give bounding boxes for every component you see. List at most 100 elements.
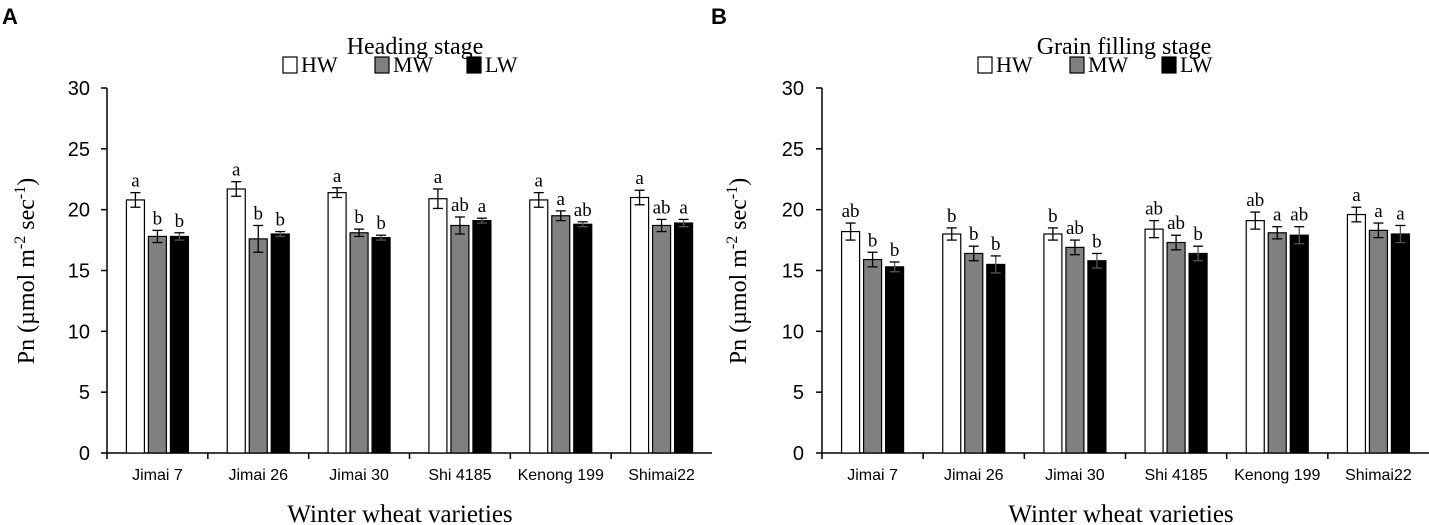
bar-lw bbox=[884, 266, 905, 454]
y-axis-label: Pn (µmol m-2 sec-1) bbox=[724, 178, 752, 364]
significance-label: a bbox=[557, 189, 566, 210]
x-tick-label: Kenong 199 bbox=[1234, 467, 1320, 484]
y-tick-label: 30 bbox=[68, 78, 90, 100]
bar-hw bbox=[1144, 228, 1164, 454]
significance-label: a bbox=[1374, 201, 1383, 222]
bar-lw bbox=[169, 235, 190, 454]
legend-label: LW bbox=[1180, 52, 1213, 77]
significance-label: b bbox=[991, 234, 1001, 255]
legend-label: LW bbox=[485, 52, 518, 77]
x-tick-label: Jimai 7 bbox=[132, 467, 183, 484]
significance-label: ab bbox=[451, 195, 469, 216]
significance-label: a bbox=[1273, 205, 1282, 226]
significance-label: b bbox=[868, 230, 878, 251]
y-label-mid: sec bbox=[14, 199, 40, 236]
significance-label: ab bbox=[1145, 199, 1163, 220]
y-tick-label: 20 bbox=[782, 200, 804, 222]
x-tick-label: Shi 4185 bbox=[1144, 467, 1207, 484]
bar-lw bbox=[1289, 234, 1309, 454]
bar-hw bbox=[942, 233, 962, 454]
x-tick-labels: Jimai 7 Jimai 26 Jimai 30 Shi 4185 Kenong 19… bbox=[132, 467, 695, 484]
chart-title: Grain filling stage bbox=[1037, 34, 1212, 60]
x-tick-labels: Jimai 7 Jimai 26 Jimai 30 Shi 4185 Kenong 19… bbox=[847, 467, 1412, 484]
bar-mw bbox=[862, 258, 883, 454]
panel-letter: A bbox=[2, 4, 18, 29]
y-label-base: Pn (µmol m bbox=[726, 249, 752, 365]
y-label-base: Pn (µmol m bbox=[14, 249, 40, 365]
significance-label: b bbox=[890, 240, 900, 261]
y-tick-label: 10 bbox=[68, 321, 90, 343]
significance-label: a bbox=[131, 171, 140, 192]
significance-label: a bbox=[635, 168, 644, 189]
bar-mw bbox=[551, 215, 571, 454]
panel-letter: B bbox=[711, 4, 727, 29]
significance-label: b bbox=[947, 206, 957, 227]
legend-swatch-hw bbox=[977, 56, 993, 74]
y-label-end: ) bbox=[14, 178, 40, 186]
y-tick-label: 30 bbox=[782, 78, 804, 100]
significance-label: a bbox=[333, 166, 342, 187]
significance-label: a bbox=[434, 167, 443, 188]
bar-hw bbox=[1043, 233, 1063, 454]
x-tick-label: Jimai 30 bbox=[1045, 467, 1105, 484]
bar-lw bbox=[573, 223, 593, 454]
bar-mw bbox=[147, 235, 168, 454]
legend-label: HW bbox=[996, 52, 1033, 77]
significance-label: a bbox=[535, 171, 544, 192]
x-axis-label: Winter wheat varieties bbox=[1008, 501, 1233, 525]
x-tick-label: Jimai 26 bbox=[228, 467, 288, 484]
bar-hw bbox=[327, 192, 347, 454]
bar-hw bbox=[125, 199, 146, 454]
x-tick-label: Jimai 30 bbox=[329, 467, 389, 484]
bar-mw bbox=[964, 252, 984, 454]
bar-lw bbox=[1390, 233, 1411, 454]
legend-swatch-lw bbox=[466, 56, 482, 74]
legend-label: HW bbox=[301, 52, 338, 77]
significance-label: a bbox=[1352, 185, 1361, 206]
y-tick-label: 20 bbox=[68, 200, 90, 222]
significance-label: a bbox=[232, 160, 241, 181]
legend-label: MW bbox=[393, 52, 434, 77]
y-tick-label: 15 bbox=[782, 261, 804, 283]
significance-label: a bbox=[1396, 203, 1405, 224]
y-tick-label: 10 bbox=[782, 321, 804, 343]
axes: 0 5 10 15 20 25 30 bbox=[68, 78, 712, 465]
significance-label: b bbox=[376, 213, 386, 234]
bar-mw bbox=[1065, 246, 1085, 454]
y-tick-label: 25 bbox=[68, 139, 90, 161]
significance-label: ab bbox=[1066, 218, 1084, 239]
y-tick-label: 0 bbox=[79, 443, 90, 465]
y-tick-label: 25 bbox=[782, 139, 804, 161]
x-axis-label: Winter wheat varieties bbox=[287, 501, 512, 525]
chart-title: Heading stage bbox=[347, 34, 484, 60]
x-tick-label: Shimai22 bbox=[1345, 467, 1412, 484]
significance-label: b bbox=[276, 210, 286, 231]
bar-hw bbox=[428, 198, 448, 454]
significance-label: ab bbox=[842, 201, 860, 222]
legend-swatch-mw bbox=[374, 56, 390, 74]
significance-label: b bbox=[969, 224, 979, 245]
y-label-sup1: -2 bbox=[12, 236, 29, 249]
y-label-mid: sec bbox=[726, 199, 752, 236]
significance-label: b bbox=[175, 211, 185, 232]
significance-label: a bbox=[478, 196, 487, 217]
legend: HW MW LW bbox=[282, 52, 518, 77]
significance-label: a bbox=[679, 197, 688, 218]
bar-hw bbox=[226, 188, 246, 454]
x-tick-label: Kenong 199 bbox=[518, 467, 604, 484]
legend-swatch-mw bbox=[1069, 56, 1085, 74]
x-tick-label: Jimai 26 bbox=[944, 467, 1004, 484]
bar-mw bbox=[1166, 241, 1186, 454]
y-axis-label: Pn (µmol m-2 sec-1) bbox=[12, 178, 40, 364]
significance-label: b bbox=[254, 203, 264, 224]
bar-lw bbox=[986, 263, 1006, 454]
bar-lw bbox=[270, 233, 290, 454]
y-tick-label: 5 bbox=[79, 382, 90, 404]
significance-label: ab bbox=[1290, 205, 1308, 226]
legend-swatch-hw bbox=[282, 56, 298, 74]
significance-label: ab bbox=[1246, 190, 1264, 211]
bar-hw bbox=[1346, 213, 1367, 454]
